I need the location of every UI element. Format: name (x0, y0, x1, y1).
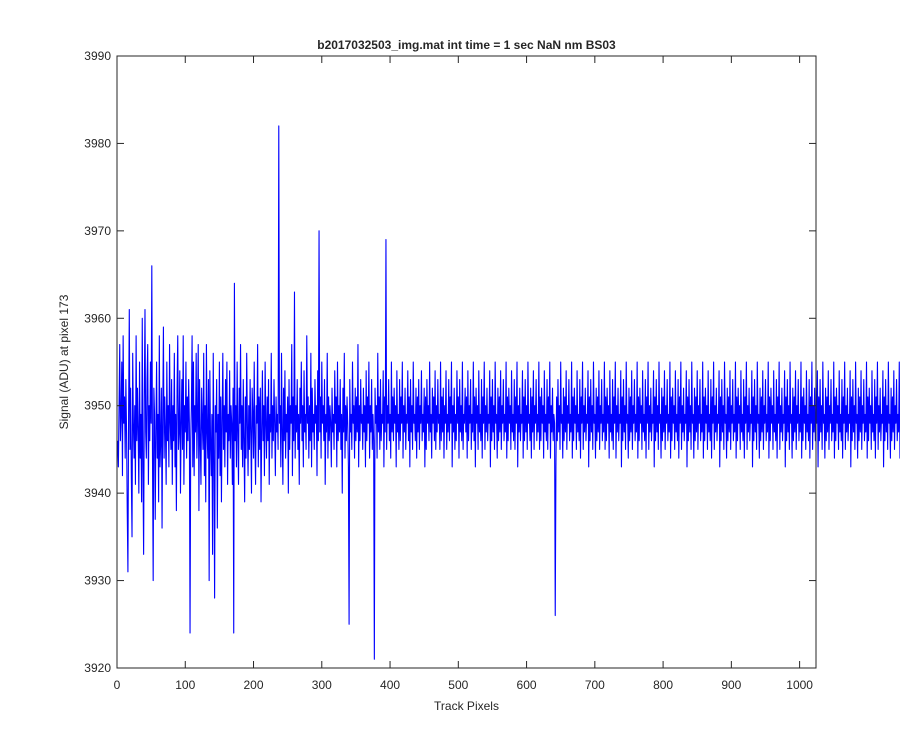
x-tick-label-200: 200 (244, 678, 264, 692)
x-tick-label-300: 300 (312, 678, 332, 692)
axes-box (116, 55, 817, 669)
y-tick-label-3980: 3980 (84, 136, 111, 150)
series-line-0 (117, 125, 900, 660)
y-tick-label-3950: 3950 (84, 399, 111, 413)
x-tick-label-100: 100 (175, 678, 195, 692)
y-axis-label: Signal (ADU) at pixel 173 (57, 294, 71, 429)
chart-title: b2017032503_img.mat int time = 1 sec NaN… (317, 38, 616, 52)
y-tick-label-3990: 3990 (84, 49, 111, 63)
y-tick-label-3960: 3960 (84, 311, 111, 325)
y-tick-label-3920: 3920 (84, 661, 111, 675)
x-tick-label-500: 500 (448, 678, 468, 692)
x-axis-label: Track Pixels (434, 699, 499, 713)
x-tick-label-600: 600 (517, 678, 537, 692)
x-tick-label-800: 800 (653, 678, 673, 692)
tick-layer: 0 100 200 300 400 500 600 700 800 900 1000 3920 3930… (84, 49, 816, 692)
y-tick-label-3970: 3970 (84, 224, 111, 238)
x-tick-label-700: 700 (585, 678, 605, 692)
data-layer (117, 125, 900, 660)
y-tick-label-3940: 3940 (84, 486, 111, 500)
plot-area (117, 56, 816, 668)
x-tick-label-0: 0 (114, 678, 121, 692)
x-tick-label-1000: 1000 (786, 678, 813, 692)
x-tick-label-400: 400 (380, 678, 400, 692)
x-tick-label-900: 900 (721, 678, 741, 692)
y-tick-label-3930: 3930 (84, 574, 111, 588)
